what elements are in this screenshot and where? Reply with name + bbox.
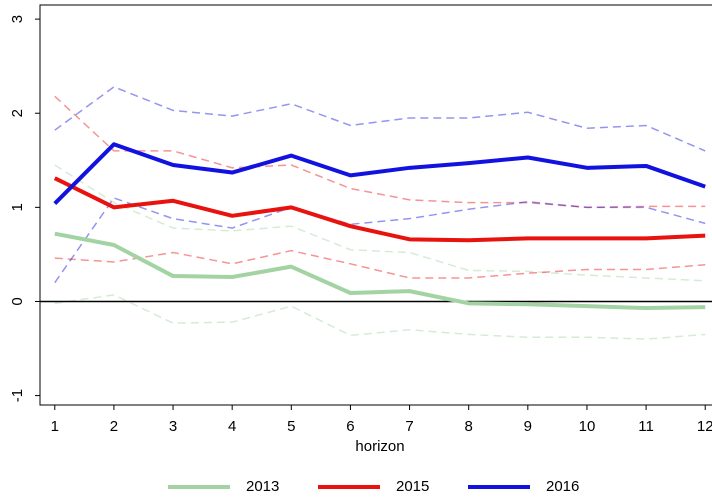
series-line [53,142,706,206]
series-line [54,231,706,311]
y-tick-label: 3 [9,15,26,23]
band-line [54,164,706,282]
series-line [53,176,706,243]
band-line [54,86,706,152]
y-tick-label: -1 [9,389,26,402]
y-tick-label: 2 [9,109,26,117]
band-line [54,249,706,279]
band-line [54,197,706,284]
x-tick-label: 2 [110,418,118,435]
legend-label: 2013 [246,478,279,495]
x-tick-label: 8 [465,418,473,435]
x-tick-label: 3 [169,418,177,435]
x-tick-label: 7 [405,418,413,435]
y-tick-label: 0 [9,297,26,305]
band-line [54,294,706,340]
legend-label: 2016 [546,478,579,495]
plot-frame [39,4,712,406]
x-axis-label: horizon [355,438,404,455]
x-tick-label: 1 [51,418,59,435]
x-tick-label: 9 [524,418,532,435]
x-tick-label: 4 [228,418,236,435]
legend-label: 2015 [396,478,429,495]
y-tick-label: 1 [9,203,26,211]
x-tick-label: 11 [638,418,654,435]
band-line [54,95,706,209]
x-tick-label: 6 [346,418,354,435]
x-tick-label: 5 [287,418,295,435]
x-tick-label: 12 [697,418,712,435]
x-tick-label: 10 [579,418,596,435]
